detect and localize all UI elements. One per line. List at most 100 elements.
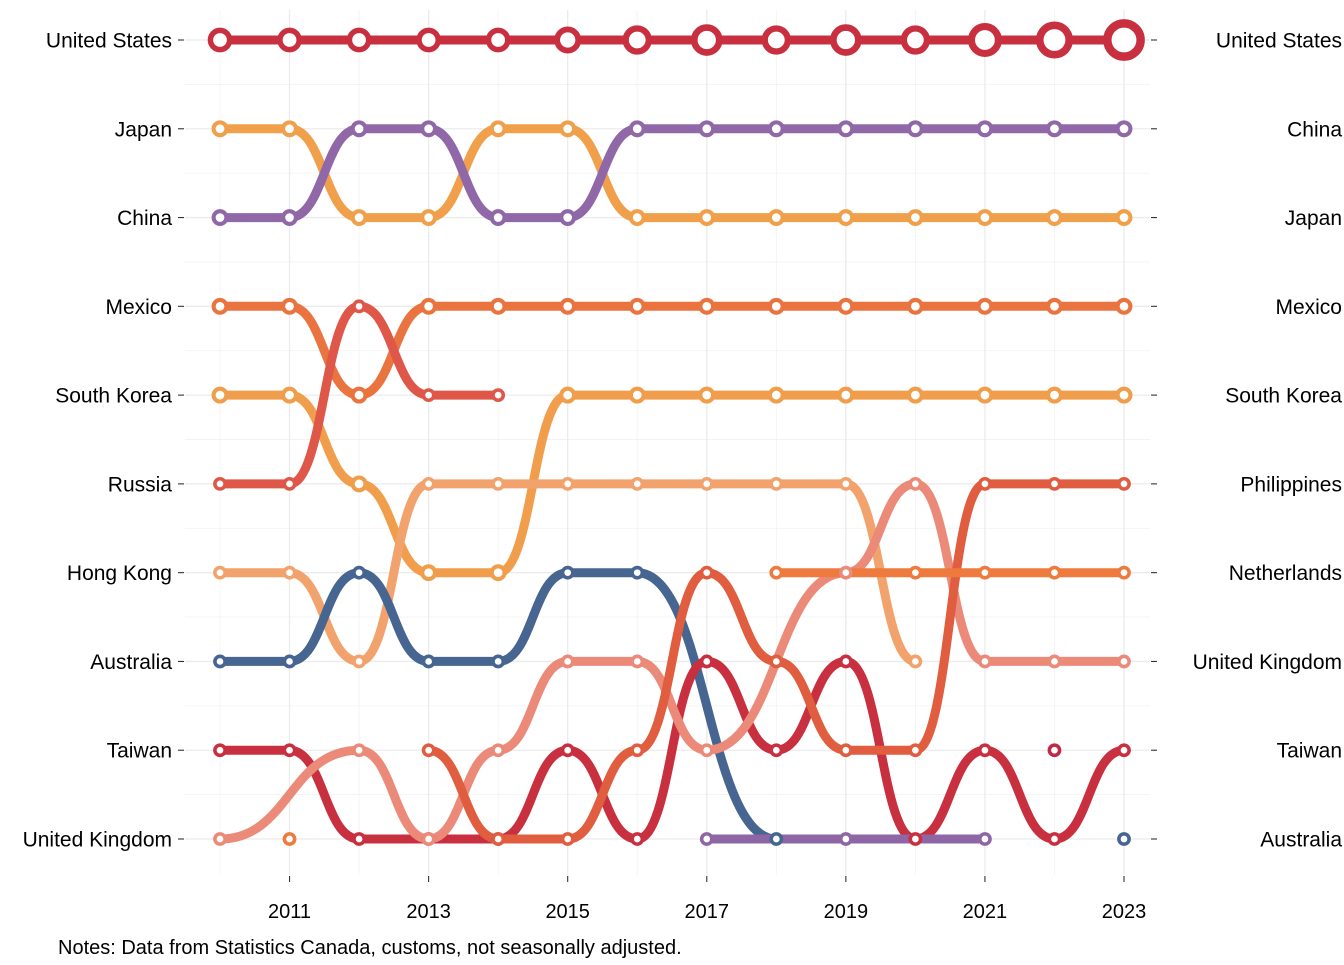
series-point: [491, 476, 506, 491]
series-point: [489, 564, 507, 582]
series-point: [559, 297, 577, 315]
series-point: [978, 743, 992, 758]
y-tick-label-left: Japan: [115, 118, 172, 141]
series-point: [630, 743, 645, 758]
series-point: [761, 25, 791, 55]
series-point: [559, 120, 577, 138]
series-line: [215, 479, 920, 666]
series-point: [1117, 743, 1131, 758]
series-point: [699, 832, 714, 846]
y-tick-label-left: Taiwan: [107, 740, 172, 763]
series-point: [421, 743, 436, 758]
series-point: [281, 209, 298, 227]
axes: United States Japan China Mexico South Korea…: [23, 30, 1343, 924]
series-point: [698, 386, 716, 404]
series-point: [1046, 120, 1063, 138]
y-tick-label-left: Russia: [108, 473, 173, 496]
series-point: [1115, 209, 1133, 227]
series-point: [976, 209, 994, 227]
series-point: [352, 832, 366, 846]
y-tick-label-right: Australia: [1260, 829, 1342, 852]
series-point: [416, 27, 441, 53]
series-point: [908, 832, 923, 846]
chart-note: Notes: Data from Statistics Canada, cust…: [58, 937, 682, 959]
series-point: [282, 476, 297, 491]
series-point: [421, 476, 436, 491]
series-point: [830, 24, 862, 56]
series-point: [628, 386, 646, 404]
series-point: [1047, 743, 1062, 758]
series-point: [282, 565, 297, 580]
series-point: [1046, 209, 1063, 227]
series-point: [420, 564, 438, 582]
series-point: [421, 654, 436, 669]
y-tick-label-left: United Kingdom: [23, 829, 172, 852]
series-point: [211, 297, 229, 315]
series-point: [908, 476, 923, 491]
series-point: [976, 297, 994, 315]
series-line: [215, 479, 1129, 844]
series-point: [352, 565, 366, 580]
series-point: [420, 297, 438, 315]
series-point: [622, 25, 652, 55]
series-point: [838, 832, 853, 846]
series-point: [560, 654, 575, 669]
series-point: [769, 654, 784, 669]
y-tick-label-right: Netherlands: [1229, 562, 1342, 585]
y-tick-label-left: United States: [46, 30, 172, 53]
series-point: [837, 120, 855, 138]
x-tick-label: 2021: [963, 901, 1008, 923]
series-point: [1047, 832, 1062, 846]
series-point: [908, 654, 923, 669]
y-tick-label-right: Mexico: [1275, 296, 1342, 319]
series-point: [1117, 565, 1131, 580]
series-point: [769, 476, 784, 491]
series-point: [1115, 386, 1133, 404]
series-point: [906, 386, 924, 404]
series-point: [978, 832, 992, 846]
series-point: [213, 476, 227, 491]
series-point: [1103, 19, 1145, 61]
series-point: [485, 27, 511, 53]
series-point: [1117, 654, 1131, 669]
series-point: [346, 27, 372, 53]
series-point: [838, 476, 853, 491]
series-point: [207, 27, 233, 53]
series-point: [281, 297, 298, 315]
series-point: [559, 386, 577, 404]
series-point: [352, 654, 366, 669]
series-point: [699, 476, 714, 491]
series-point: [491, 743, 506, 758]
series-point: [282, 654, 297, 669]
series-point: [560, 565, 575, 580]
y-tick-label-left: Australia: [90, 651, 172, 674]
series-point: [560, 743, 575, 758]
series-point: [282, 832, 297, 846]
y-tick-label-right: Japan: [1285, 207, 1342, 230]
series-point: [421, 832, 436, 846]
series-point: [908, 743, 923, 758]
y-tick-label-right: United Kingdom: [1193, 651, 1342, 674]
series-point: [213, 743, 227, 758]
series-point: [420, 120, 438, 138]
series-point: [769, 743, 784, 758]
x-tick-label: 2019: [824, 901, 869, 923]
series-point: [838, 654, 853, 669]
series-point: [420, 209, 438, 227]
series-point: [211, 386, 229, 404]
series-point: [698, 209, 716, 227]
y-tick-label-right: United States: [1216, 30, 1342, 53]
series-point: [769, 565, 784, 580]
series-point: [978, 654, 992, 669]
series-point: [1047, 565, 1062, 580]
series-point: [628, 297, 646, 315]
series-points: [207, 19, 1145, 846]
series-point: [352, 299, 366, 314]
series-point: [491, 654, 506, 669]
y-tick-label-right: South Korea: [1225, 385, 1342, 408]
series-point: [489, 120, 507, 138]
series-point: [630, 832, 645, 846]
series-point: [491, 832, 506, 846]
